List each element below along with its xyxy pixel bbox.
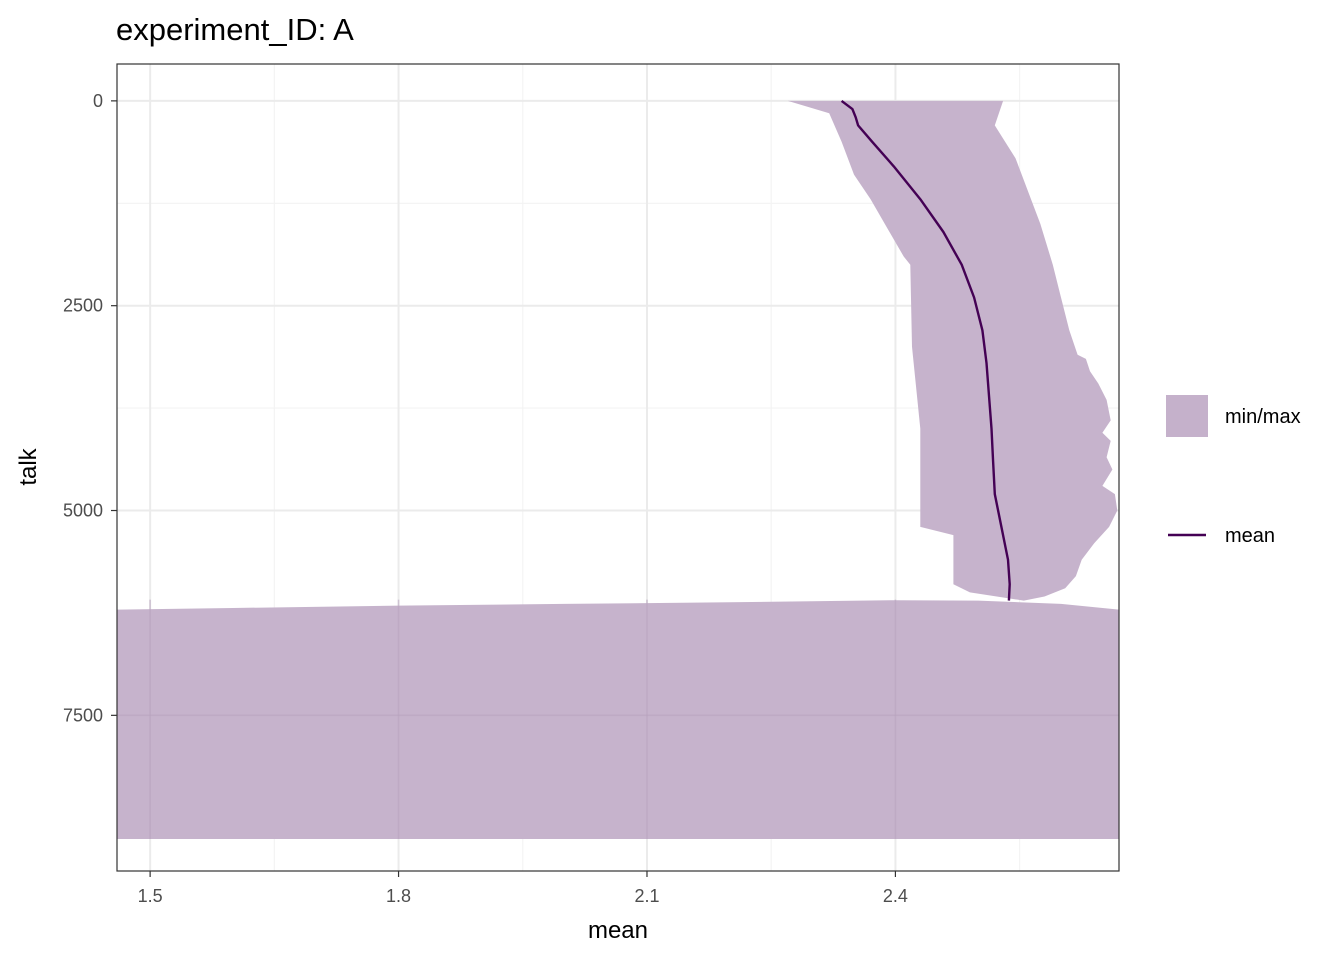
legend-key-minmax	[1166, 395, 1208, 437]
x-tick-label: 2.4	[883, 886, 908, 906]
mean-line	[840, 99, 1011, 601]
y-tick-label: 0	[93, 91, 103, 111]
plot-panel-border	[116, 63, 1120, 872]
x-tick-label: 2.1	[634, 886, 659, 906]
x-tick-label: 1.5	[138, 886, 163, 906]
y-axis-title: talk	[15, 447, 42, 485]
y-tick-label: 2500	[63, 296, 103, 316]
x-axis-title: mean	[588, 917, 648, 944]
y-axis: 0 2500 5000 7500	[63, 91, 117, 725]
chart-title: experiment_ID: A	[116, 12, 354, 47]
y-tick-label: 7500	[63, 705, 103, 725]
legend: min/max mean	[1166, 395, 1301, 547]
x-axis: 1.5 1.8 2.1 2.4	[138, 871, 908, 906]
data-layer	[117, 99, 1119, 840]
x-tick-label: 1.8	[386, 886, 411, 906]
legend-label-minmax: min/max	[1225, 406, 1301, 428]
ribbon-minmax-band	[117, 600, 1119, 839]
legend-label-mean: mean	[1225, 525, 1275, 547]
ribbon-minmax-profile	[166, 100, 1118, 601]
y-tick-label: 5000	[63, 501, 103, 521]
plot-area	[116, 63, 1120, 872]
